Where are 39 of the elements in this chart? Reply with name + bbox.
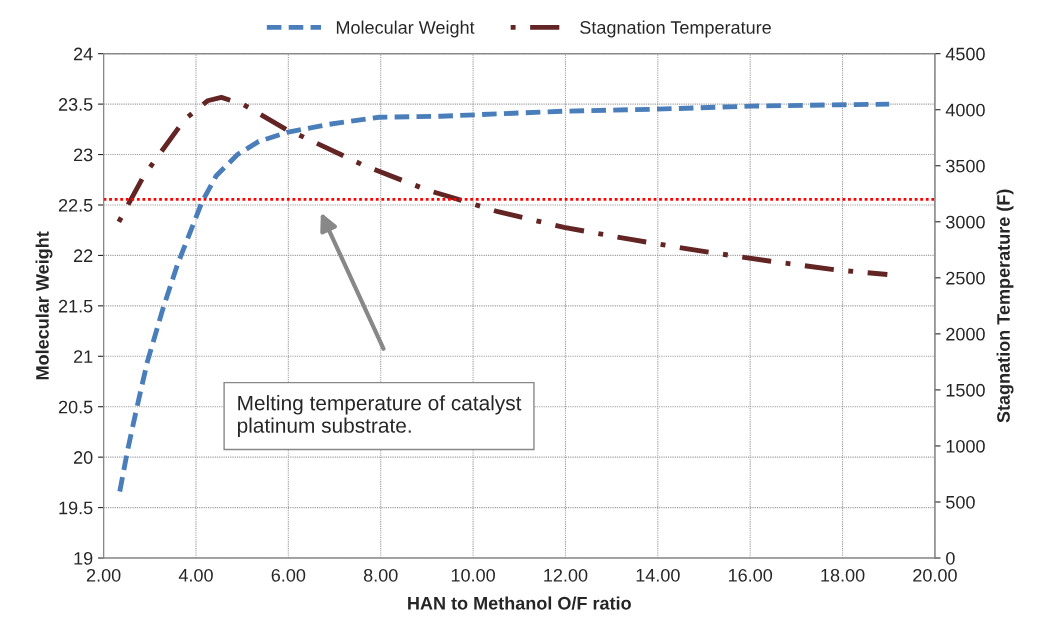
- x-tick-label: 6.00: [271, 568, 306, 582]
- y2-tick-label: 1500: [946, 383, 985, 397]
- y2-tick-label: 4500: [945, 47, 985, 61]
- y-tick-label: 19: [74, 551, 93, 565]
- x-tick-label: 14.00: [636, 568, 680, 582]
- y-axis-title: Molecular Weight: [35, 231, 53, 380]
- y-tick-label: 20: [74, 451, 93, 464]
- y-tick-label: 21.5: [58, 299, 93, 313]
- legend-label: Molecular Weight: [336, 20, 475, 38]
- legend-label: Stagnation Temperature: [580, 20, 771, 38]
- y2-tick-label: 3500: [946, 159, 985, 173]
- x-tick-label: 12.00: [544, 568, 588, 582]
- y2-tick-label: 0: [946, 551, 955, 565]
- y2-tick-label: 2500: [946, 271, 985, 285]
- y-tick-label: 22: [74, 249, 93, 262]
- x-tick-label: 4.00: [178, 568, 213, 582]
- x-axis-title: HAN to Methanol O/F ratio: [408, 596, 631, 610]
- x-tick-label: 10.00: [451, 568, 495, 582]
- y2-axis-title: Stagnation Temperature (F): [996, 189, 1014, 423]
- y-tick-label: 20.5: [58, 400, 93, 414]
- y2-tick-label: 2000: [946, 327, 985, 341]
- x-tick-label: 8.00: [363, 568, 398, 582]
- x-tick-label: 16.00: [728, 568, 773, 582]
- x-tick-label: 2.00: [86, 568, 121, 582]
- line-series: [117, 101, 892, 494]
- y-tick-label: 24: [74, 47, 93, 61]
- y2-tick-label: 1000: [946, 439, 985, 453]
- y-tick-label: 19.5: [59, 501, 93, 515]
- annotation: Melting temperature of catalyst platinum substrate.: [237, 395, 522, 437]
- y-tick-label: 21: [74, 350, 93, 363]
- y-tick-label: 22.5: [58, 198, 93, 212]
- line-series: [116, 94, 890, 277]
- y2-tick-label: 4000: [945, 103, 985, 117]
- y-tick-label: 23.5: [58, 98, 93, 111]
- x-tick-label: 18.00: [821, 568, 865, 582]
- y-tick-label: 23: [74, 148, 93, 162]
- x-tick-label: 20.00: [913, 568, 957, 582]
- y2-tick-label: 3000: [946, 215, 985, 229]
- y2-tick-label: 500: [946, 495, 975, 509]
